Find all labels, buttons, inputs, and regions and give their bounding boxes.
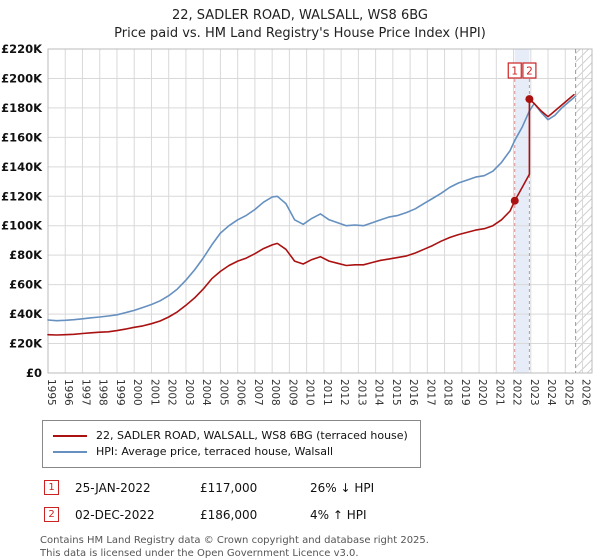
legend-item-property: 22, SADLER ROAD, WALSALL, WS8 6BG (terra… [53,429,408,442]
x-tick-label: 2001 [148,379,160,406]
transaction-1-price: £117,000 [200,480,258,495]
x-tick-label: 1995 [45,379,57,406]
y-tick-label: £160K [1,131,43,145]
x-tick-label: 2006 [235,379,247,406]
x-tick-label: 2003 [183,379,195,406]
transaction-row: 1 25-JAN-2022 £117,000 26% ↓ HPI [44,480,600,496]
x-tick-label: 2023 [528,379,540,406]
x-tick-label: 2022 [511,379,523,406]
sale-flag-label: 2 [526,66,533,78]
transaction-2-hpi-delta: 4% ↑ HPI [310,507,367,522]
ownership-band [514,49,530,374]
chart-subtitle: Price paid vs. HM Land Registry's House … [114,26,486,42]
y-tick-label: £0 [26,366,42,380]
transaction-1-hpi-delta: 26% ↓ HPI [310,480,375,495]
y-tick-label: £180K [1,101,43,115]
x-tick-label: 2004 [200,379,212,406]
chart-header: 22, SADLER ROAD, WALSALL, WS8 6BG Price … [0,0,600,43]
transactions-table: 1 25-JAN-2022 £117,000 26% ↓ HPI 2 02-DE… [44,480,600,523]
x-tick-label: 2015 [390,379,402,406]
price-history-chart: 1995 1996 1997 1998 1999 2000 2001 2002 2003 2004… [1,43,593,406]
x-tick-label: 2018 [442,379,454,406]
sale-flag-1 [507,62,522,79]
y-tick-label: £20K [9,337,43,351]
x-tick-label: 2013 [355,379,367,406]
transaction-row: 2 02-DEC-2022 £186,000 4% ↑ HPI [44,507,600,523]
legend-line-property [53,434,87,437]
y-tick-label: £80K [9,249,43,263]
y-tick-label: £120K [1,190,43,204]
y-tick-label: £100K [1,219,43,233]
x-tick-label: 2020 [476,379,488,406]
x-tick-label: 2005 [217,379,229,406]
transaction-2-date: 02-DEC-2022 [75,507,155,522]
legend-item-hpi: HPI: Average price, terraced house, Wals… [53,445,408,458]
y-tick-label: £220K [1,43,43,56]
x-tick-label: 2017 [424,379,436,406]
x-tick-label: 1997 [79,379,91,406]
transaction-1-date: 25-JAN-2022 [75,480,151,495]
x-tick-label: 2011 [321,379,333,406]
x-tick-label: 1998 [97,379,109,406]
y-tick-label: £40K [9,307,43,321]
x-tick-label: 2008 [269,379,281,406]
x-tick-label: 2014 [373,379,385,406]
legend-line-hpi [53,450,87,453]
x-tick-label: 1996 [62,379,74,406]
x-tick-label: 2009 [286,379,298,406]
x-tick-label: 2002 [166,379,178,406]
legend-label-hpi: HPI: Average price, terraced house, Wals… [96,445,334,459]
sale-marker-2 [525,95,534,104]
sale-flag-label: 1 [511,66,518,78]
x-tick-label: 2010 [304,379,316,406]
license-note: Contains HM Land Registry data © Crown c… [40,534,600,560]
x-tick-label: 2012 [338,379,350,406]
sale-marker-1 [510,197,519,206]
license-line-2: This data is licensed under the Open Gov… [40,548,359,560]
series-line [47,95,577,322]
x-tick-label: 2000 [131,379,143,406]
transaction-2-badge: 2 [44,507,59,523]
chart-legend: 22, SADLER ROAD, WALSALL, WS8 6BG (terra… [42,420,421,469]
x-tick-label: 2024 [545,379,557,406]
x-tick-label: 1999 [114,379,126,406]
x-tick-label: 2025 [562,379,574,406]
x-tick-label: 2026 [580,379,592,406]
x-tick-label: 2007 [252,379,264,406]
x-tick-label: 2019 [459,379,471,406]
license-line-1: Contains HM Land Registry data © Crown c… [40,535,429,547]
sale-flag-2 [522,62,537,79]
x-tick-label: 2021 [493,379,505,406]
legend-label-property: 22, SADLER ROAD, WALSALL, WS8 6BG (terra… [96,429,408,443]
transaction-1-badge: 1 [44,480,59,496]
chart-title: 22, SADLER ROAD, WALSALL, WS8 6BG [172,8,428,23]
transaction-2-price: £186,000 [200,507,258,522]
series-line [47,94,575,337]
x-tick-label: 2016 [407,379,419,406]
y-tick-label: £60K [9,278,43,292]
y-tick-label: £200K [1,72,43,86]
y-tick-label: £140K [1,160,43,174]
future-hatch-region [575,49,592,374]
